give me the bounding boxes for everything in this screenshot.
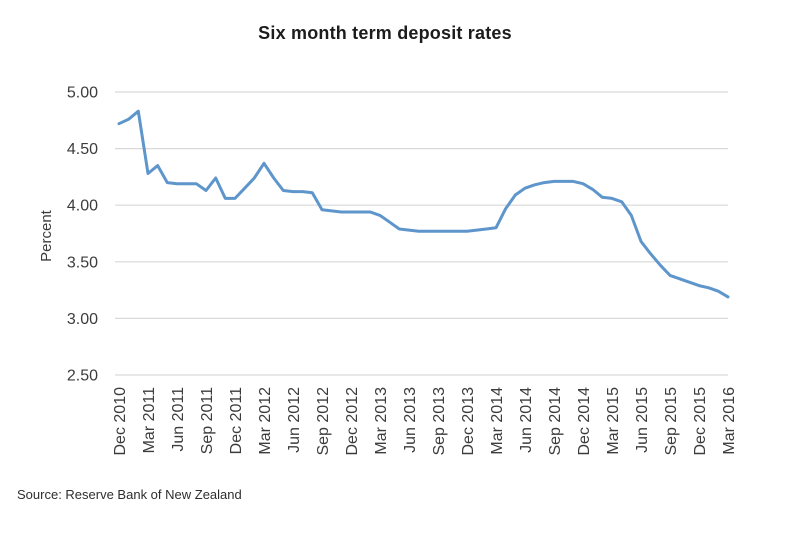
x-tick-label: Dec 2015 xyxy=(692,387,709,456)
x-tick-label: Jun 2011 xyxy=(170,387,187,452)
x-tick-label: Sep 2013 xyxy=(431,387,448,456)
x-tick-label: Dec 2013 xyxy=(460,387,477,456)
x-tick-label: Mar 2013 xyxy=(373,387,390,455)
x-tick-label: Mar 2014 xyxy=(489,387,506,455)
y-tick-label: 4.00 xyxy=(67,198,98,215)
x-tick-label: Sep 2014 xyxy=(547,387,564,456)
x-tick-label: Sep 2015 xyxy=(663,387,680,456)
x-tick-label: Jun 2012 xyxy=(286,387,303,453)
x-tick-label: Mar 2011 xyxy=(141,387,158,454)
chart-title: Six month term deposit rates xyxy=(258,23,512,43)
x-tick-label: Dec 2011 xyxy=(228,387,245,454)
y-tick-label: 3.50 xyxy=(67,254,98,271)
x-tick-label: Sep 2011 xyxy=(199,387,216,454)
y-tick-label: 3.00 xyxy=(67,311,98,328)
x-tick-label: Dec 2010 xyxy=(112,387,129,456)
x-tick-label: Jun 2014 xyxy=(518,387,535,453)
x-tick-label: Mar 2015 xyxy=(605,387,622,455)
source-note: Source: Reserve Bank of New Zealand xyxy=(17,487,242,502)
deposit-rate-line xyxy=(117,109,730,299)
y-tick-label: 2.50 xyxy=(67,368,98,385)
x-tick-label: Mar 2016 xyxy=(721,387,738,455)
x-tick-label: Mar 2012 xyxy=(257,387,274,455)
x-tick-label: Jun 2015 xyxy=(634,387,651,453)
y-tick-label: 4.50 xyxy=(67,141,98,158)
x-tick-label: Jun 2013 xyxy=(402,387,419,453)
x-tick-label: Dec 2014 xyxy=(576,387,593,456)
x-tick-label: Sep 2012 xyxy=(315,387,332,456)
x-tick-label: Dec 2012 xyxy=(344,387,361,456)
y-tick-label: 5.00 xyxy=(67,85,98,102)
